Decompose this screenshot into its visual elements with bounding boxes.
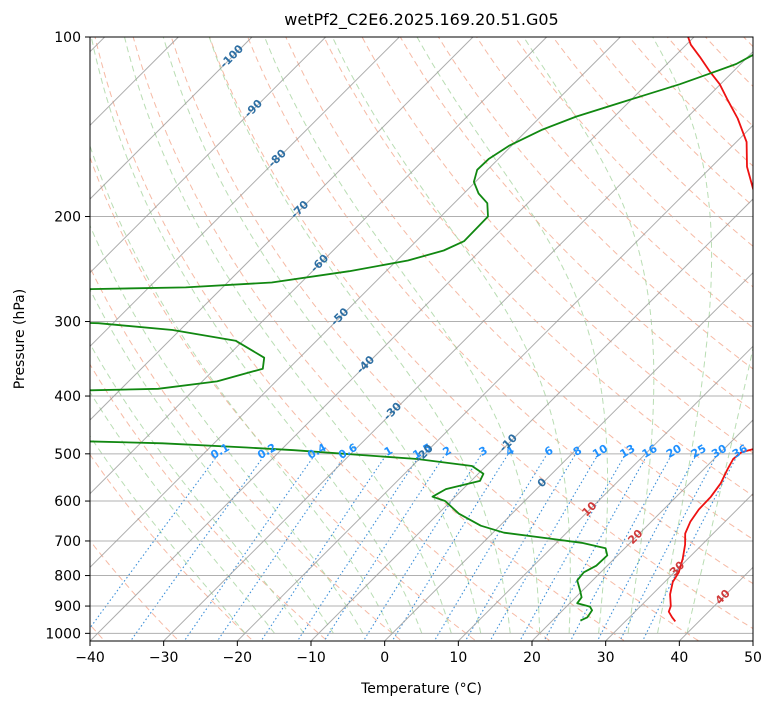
isotherm-line	[90, 37, 695, 641]
mixing-ratio-line	[569, 453, 673, 641]
dry-adiabat-line	[90, 363, 329, 641]
y-tick-label: 100	[54, 30, 81, 46]
x-axis-ticks: −40 −30 −20 −10 0 10 20 30 40 50	[75, 641, 762, 666]
moist-adiabat-line	[90, 288, 334, 634]
moist-adiabat-line	[416, 37, 609, 634]
isotherm-line	[310, 198, 753, 641]
pressure-gridlines	[90, 37, 753, 634]
dry-adiabat-line	[437, 37, 753, 370]
x-axis-label: Temperature (°C)	[360, 681, 482, 697]
mixing-ratio-line	[596, 453, 698, 641]
moist-adiabat-line	[124, 37, 452, 634]
x-tick-label: 20	[523, 650, 541, 666]
moist-adiabat-line	[652, 37, 713, 634]
y-tick-label: 1000	[45, 626, 81, 642]
mixing-ratio-line	[543, 453, 649, 641]
y-tick-label: 300	[54, 315, 81, 331]
isotherm-line	[384, 271, 753, 641]
y-tick-label: 900	[54, 599, 81, 615]
x-tick-label: −10	[296, 650, 326, 666]
isotherm-line	[90, 37, 548, 495]
temperature-profile	[667, 37, 753, 622]
isotherm-line	[90, 37, 327, 274]
isotherm-line	[163, 50, 753, 641]
mixing-ratio-line	[129, 453, 267, 641]
moist-adiabats	[90, 37, 753, 634]
dry-adiabat-line	[285, 37, 753, 540]
moist-adiabat-line	[686, 345, 753, 634]
plot-area: 0.1 0.2 0.4 0.6 1 1.5 2 3 4 6 8 10 13 16 20 25 30 36-100-…	[90, 37, 753, 641]
x-tick-label: 40	[670, 650, 688, 666]
dry-adiabat-line	[476, 37, 753, 329]
dewpoint-profile	[90, 53, 753, 622]
mixing-ratio-line	[90, 453, 220, 629]
dry-adiabat-line	[361, 37, 753, 454]
x-tick-label: 0	[380, 650, 389, 666]
isotherm-line	[90, 37, 621, 569]
y-tick-label: 700	[54, 534, 81, 550]
dry-adiabat-line	[323, 37, 753, 497]
mixing-ratio-line	[433, 453, 548, 641]
moist-adiabat-line	[90, 224, 364, 634]
y-tick-label: 400	[54, 389, 81, 405]
mixing-ratio-line	[260, 453, 388, 641]
dry-adiabat-line	[90, 453, 254, 641]
y-tick-label: 500	[54, 447, 81, 463]
dry-adiabat-line	[132, 37, 626, 641]
x-tick-label: 30	[597, 650, 615, 666]
x-tick-label: −40	[75, 650, 105, 666]
mixing-ratio-line	[216, 453, 347, 641]
plot-frame	[89, 36, 754, 642]
mixing-ratio-line	[464, 453, 577, 641]
isotherm-line	[605, 492, 753, 641]
x-tick-label: 50	[744, 650, 762, 666]
y-axis-ticks: 100 200 300 400 500 600 700 800 900 1000	[45, 30, 90, 642]
dry-adiabat-line	[247, 37, 753, 585]
moist-adiabat-line	[90, 391, 275, 634]
x-tick-label: −20	[223, 650, 253, 666]
dry-adiabat-line	[399, 37, 753, 412]
mixing-ratio-line	[183, 453, 316, 641]
mixing-ratio-lines	[90, 453, 739, 641]
y-tick-label: 200	[54, 210, 81, 226]
dry-adiabat-line	[94, 37, 552, 641]
moist-adiabat-line	[208, 37, 511, 634]
isotherm-line	[90, 37, 474, 421]
isotherm-line	[90, 37, 253, 200]
mixing-ratio-line	[619, 453, 718, 641]
moist-adiabat-line	[90, 342, 305, 634]
dry-adiabat-line	[208, 37, 753, 630]
y-tick-label: 600	[54, 494, 81, 510]
moist-adiabat-line	[523, 37, 655, 634]
isotherm-line	[531, 419, 753, 641]
y-axis-label: Pressure (hPa)	[12, 289, 28, 389]
moist-adiabat-line	[264, 37, 541, 634]
chart-title: wetPf2_C2E6.2025.169.20.51.G05	[284, 10, 558, 30]
isotherm-line	[90, 37, 400, 348]
isotherm-line	[236, 124, 753, 641]
mixing-ratio-line	[362, 453, 483, 641]
mixing-ratio-line	[391, 453, 509, 641]
moist-adiabat-line	[162, 37, 482, 634]
dry-adiabat-line	[90, 156, 477, 641]
x-tick-label: −30	[149, 650, 179, 666]
y-tick-label: 800	[54, 569, 81, 585]
mixing-ratio-line	[323, 453, 446, 641]
moist-adiabat-line	[90, 435, 246, 634]
profile-lines	[90, 37, 753, 622]
mixing-ratio-line	[296, 453, 422, 641]
moist-adiabat-line	[331, 37, 571, 634]
x-tick-label: 10	[449, 650, 467, 666]
moist-adiabat-line	[90, 37, 423, 634]
